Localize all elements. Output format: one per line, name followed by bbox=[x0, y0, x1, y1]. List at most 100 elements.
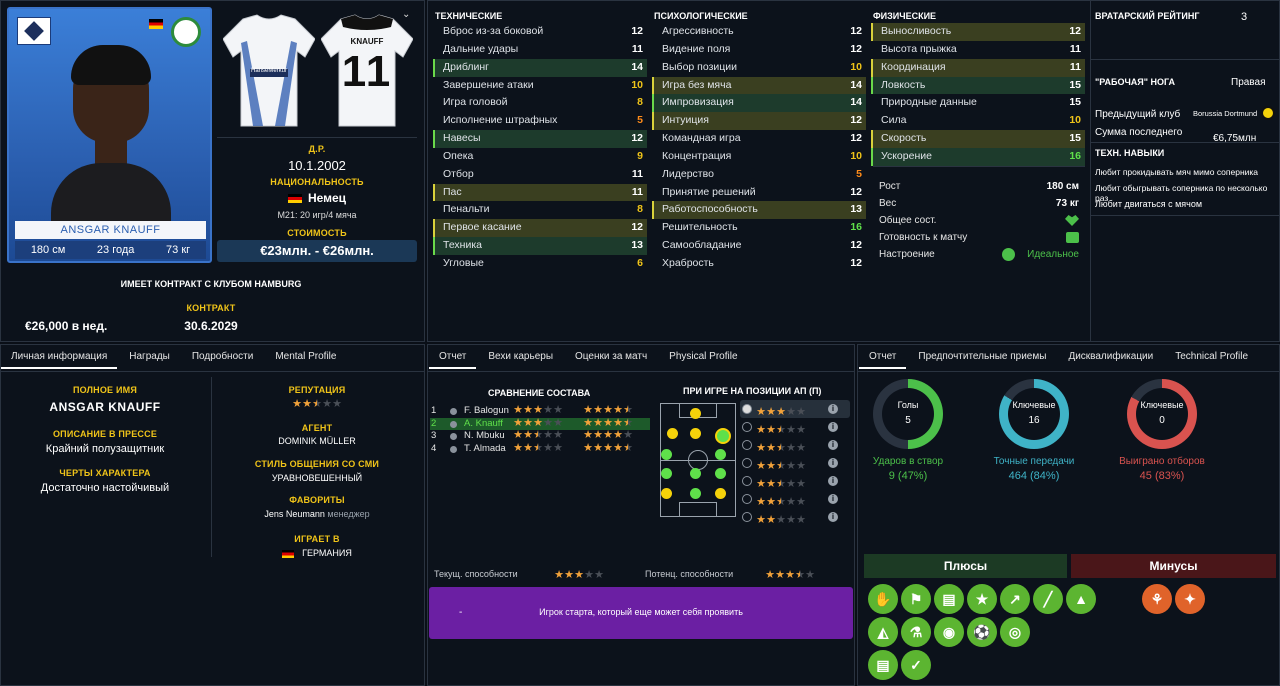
group-icon[interactable]: ⚘ bbox=[1142, 584, 1172, 614]
tab-0[interactable]: Личная информация bbox=[0, 345, 118, 369]
pitch-position-dot[interactable] bbox=[715, 428, 731, 444]
role-row[interactable]: ★★★★★ i bbox=[740, 436, 850, 454]
star-icon[interactable]: ★ bbox=[967, 584, 997, 614]
transfer-value[interactable]: €23млн. - €26млн. bbox=[217, 240, 417, 262]
pitch-position-dot[interactable] bbox=[690, 408, 701, 419]
technical-attr-row[interactable]: Угловые 6 bbox=[433, 255, 647, 273]
handshake-icon[interactable]: ✋ bbox=[868, 584, 898, 614]
tab-2[interactable]: Подробности bbox=[191, 351, 254, 362]
tab-2[interactable]: Дисквалификации bbox=[1068, 351, 1154, 362]
info-icon[interactable]: i bbox=[828, 476, 838, 486]
technical-attr-row[interactable]: Игра головой 8 bbox=[433, 94, 647, 112]
tab-3[interactable]: Physical Profile bbox=[669, 351, 738, 362]
role-row[interactable]: ★★★★★ i bbox=[740, 418, 850, 436]
pitch-position-dot[interactable] bbox=[661, 468, 672, 479]
pitch-position-dot[interactable] bbox=[661, 449, 672, 460]
role-radio-icon[interactable] bbox=[742, 494, 752, 504]
role-radio-icon[interactable] bbox=[742, 422, 752, 432]
pitch-position-dot[interactable] bbox=[667, 428, 678, 439]
info-icon[interactable]: i bbox=[828, 422, 838, 432]
tab-1[interactable]: Награды bbox=[129, 351, 170, 362]
role-row[interactable]: ★★★★★ i bbox=[740, 454, 850, 472]
technical-attr-row[interactable]: Дальние удары 11 bbox=[433, 41, 647, 59]
kit-dropdown-chevron-icon[interactable]: ⌄ bbox=[402, 9, 411, 20]
pitch-position-dot[interactable] bbox=[715, 468, 726, 479]
pitch-position-dot[interactable] bbox=[715, 488, 726, 499]
technical-attr-row[interactable]: Опека 9 bbox=[433, 148, 647, 166]
clipboard-check-icon[interactable]: ✓ bbox=[901, 650, 931, 680]
role-row[interactable]: ★★★★★ i bbox=[740, 490, 850, 508]
mental-attr-row[interactable]: Командная игра 12 bbox=[652, 130, 866, 148]
cone-icon[interactable]: ◭ bbox=[868, 617, 898, 647]
favourite-name[interactable]: Jens Neumann bbox=[264, 509, 325, 519]
info-icon[interactable]: i bbox=[828, 404, 838, 414]
scout-icon[interactable]: ⚑ bbox=[901, 584, 931, 614]
squad-row[interactable]: 4 T. Almada ★★★★★ ★★★★★ bbox=[430, 442, 650, 456]
mental-attr-row[interactable]: Храбрость 12 bbox=[652, 255, 866, 273]
info-icon[interactable]: i bbox=[828, 440, 838, 450]
ball-icon[interactable]: ⚽ bbox=[967, 617, 997, 647]
physical-attr-row[interactable]: Скорость 15 bbox=[871, 130, 1085, 148]
technical-attr-row[interactable]: Навесы 12 bbox=[433, 130, 647, 148]
mental-attr-row[interactable]: Импровизация 14 bbox=[652, 94, 866, 113]
mental-attr-row[interactable]: Концентрация 10 bbox=[652, 148, 866, 166]
technical-attr-row[interactable]: Вброс из-за боковой 12 bbox=[433, 23, 647, 41]
target-icon[interactable]: ◎ bbox=[1000, 617, 1030, 647]
technical-attr-row[interactable]: Исполнение штрафных 5 bbox=[433, 112, 647, 130]
report-icon[interactable]: ▤ bbox=[934, 584, 964, 614]
info-icon[interactable]: i bbox=[828, 458, 838, 468]
mental-attr-row[interactable]: Интуиция 12 bbox=[652, 112, 866, 131]
technical-attr-row[interactable]: Пенальти 8 bbox=[433, 201, 647, 219]
mental-attr-row[interactable]: Самообладание 12 bbox=[652, 237, 866, 255]
technical-attr-row[interactable]: Дриблинг 14 bbox=[433, 58, 647, 77]
mental-attr-row[interactable]: Работоспособность 13 bbox=[652, 201, 866, 220]
tab-0[interactable]: Отчет bbox=[428, 345, 477, 369]
mental-attr-row[interactable]: Выбор позиции 10 bbox=[652, 59, 866, 77]
physical-attr-row[interactable]: Сила 10 bbox=[871, 112, 1085, 130]
tab-2[interactable]: Оценки за матч bbox=[575, 351, 648, 362]
mental-attr-row[interactable]: Видение поля 12 bbox=[652, 41, 866, 59]
brain-icon[interactable]: ◉ bbox=[934, 617, 964, 647]
physical-attr-row[interactable]: Выносливость 12 bbox=[871, 23, 1085, 41]
physical-attr-row[interactable]: Ускорение 16 bbox=[871, 147, 1085, 166]
role-row[interactable]: ★★★★★ i bbox=[740, 400, 850, 418]
role-radio-icon[interactable] bbox=[742, 440, 752, 450]
technical-attr-row[interactable]: Пас 11 bbox=[433, 183, 647, 202]
mental-attr-row[interactable]: Принятие решений 12 bbox=[652, 184, 866, 202]
tab-3[interactable]: Technical Profile bbox=[1175, 351, 1249, 362]
tab-3[interactable]: Mental Profile bbox=[275, 351, 337, 362]
technical-attr-row[interactable]: Завершение атаки 10 bbox=[433, 77, 647, 95]
info-icon[interactable]: i bbox=[828, 512, 838, 522]
warning-icon[interactable]: ✦ bbox=[1175, 584, 1205, 614]
info-icon[interactable]: i bbox=[828, 494, 838, 504]
technical-attr-row[interactable]: Первое касание 12 bbox=[433, 219, 647, 238]
physical-attr-row[interactable]: Координация 11 bbox=[871, 58, 1085, 77]
pitch-position-dot[interactable] bbox=[715, 449, 726, 460]
role-radio-icon[interactable] bbox=[742, 404, 752, 414]
physical-attr-row[interactable]: Природные данные 15 bbox=[871, 94, 1085, 112]
bandage-icon[interactable]: ╱ bbox=[1033, 584, 1063, 614]
trend-up-icon[interactable]: ↗ bbox=[1000, 584, 1030, 614]
clipboard-icon[interactable]: ▤ bbox=[868, 650, 898, 680]
physical-attr-row[interactable]: Ловкость 15 bbox=[871, 76, 1085, 95]
flask-icon[interactable]: ⚗ bbox=[901, 617, 931, 647]
physical-attr-row[interactable]: Высота прыжка 11 bbox=[871, 41, 1085, 59]
tab-0[interactable]: Отчет bbox=[858, 345, 907, 369]
technical-attr-row[interactable]: Техника 13 bbox=[433, 237, 647, 255]
mental-attr-row[interactable]: Игра без мяча 14 bbox=[652, 76, 866, 95]
tab-1[interactable]: Вехи карьеры bbox=[488, 351, 554, 362]
pitch-position-dot[interactable] bbox=[690, 488, 701, 499]
squad-row[interactable]: 3 N. Mbuku ★★★★★ ★★★★★ bbox=[430, 430, 650, 443]
squad-row[interactable]: 2 A. Knauff ★★★★★ ★★★★★ bbox=[430, 417, 650, 430]
mental-attr-row[interactable]: Агрессивность 12 bbox=[652, 23, 866, 41]
pitch-position-dot[interactable] bbox=[690, 468, 701, 479]
squad-row[interactable]: 1 F. Balogun ★★★★★ ★★★★★ bbox=[430, 405, 650, 418]
boot-icon[interactable]: ▲ bbox=[1066, 584, 1096, 614]
role-radio-icon[interactable] bbox=[742, 512, 752, 522]
role-radio-icon[interactable] bbox=[742, 476, 752, 486]
pitch-position-dot[interactable] bbox=[690, 428, 701, 439]
role-row[interactable]: ★★★★★ i bbox=[740, 508, 850, 526]
technical-attr-row[interactable]: Отбор 11 bbox=[433, 166, 647, 184]
mental-attr-row[interactable]: Решительность 16 bbox=[652, 219, 866, 237]
mental-attr-row[interactable]: Лидерство 5 bbox=[652, 166, 866, 184]
